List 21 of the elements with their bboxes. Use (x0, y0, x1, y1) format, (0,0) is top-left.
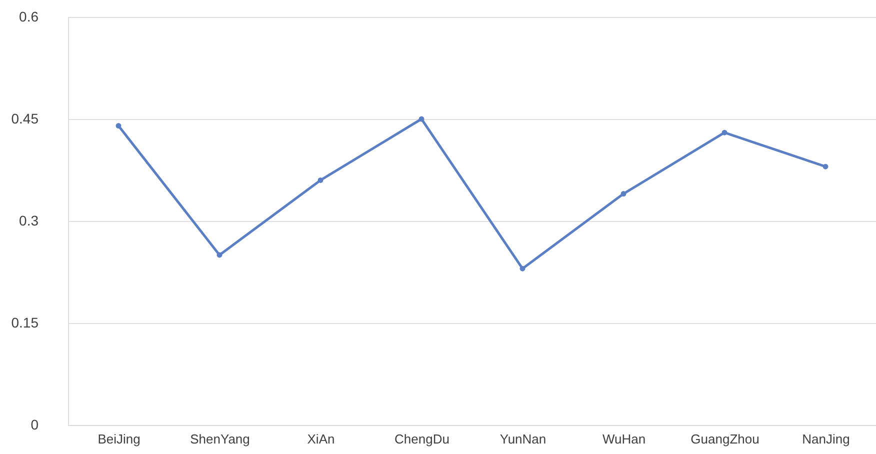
x-tick-label: ChengDu (394, 432, 450, 446)
point (822, 164, 828, 170)
point (116, 123, 122, 129)
point (216, 252, 222, 258)
point (418, 116, 424, 122)
point (620, 191, 626, 197)
point (318, 177, 324, 183)
y-tick-label: 0 (30, 416, 39, 432)
x-tick-label: NanJing (802, 432, 850, 446)
x-tick-label: XiAn (307, 432, 335, 446)
y-tick-label: 0.3 (19, 212, 39, 228)
point (520, 266, 526, 272)
y-tick-label: 0.45 (11, 110, 39, 126)
y-tick-label: 0.15 (11, 314, 39, 330)
point (722, 130, 728, 136)
x-tick-label: ShenYang (190, 432, 250, 446)
x-tick-label: BeiJing (98, 432, 140, 446)
x-tick-label: YunNan (500, 432, 546, 446)
x-tick-label: WuHan (602, 432, 646, 446)
x-tick-label: GuangZhou (690, 432, 760, 446)
y-tick-label: 0.6 (19, 8, 39, 24)
